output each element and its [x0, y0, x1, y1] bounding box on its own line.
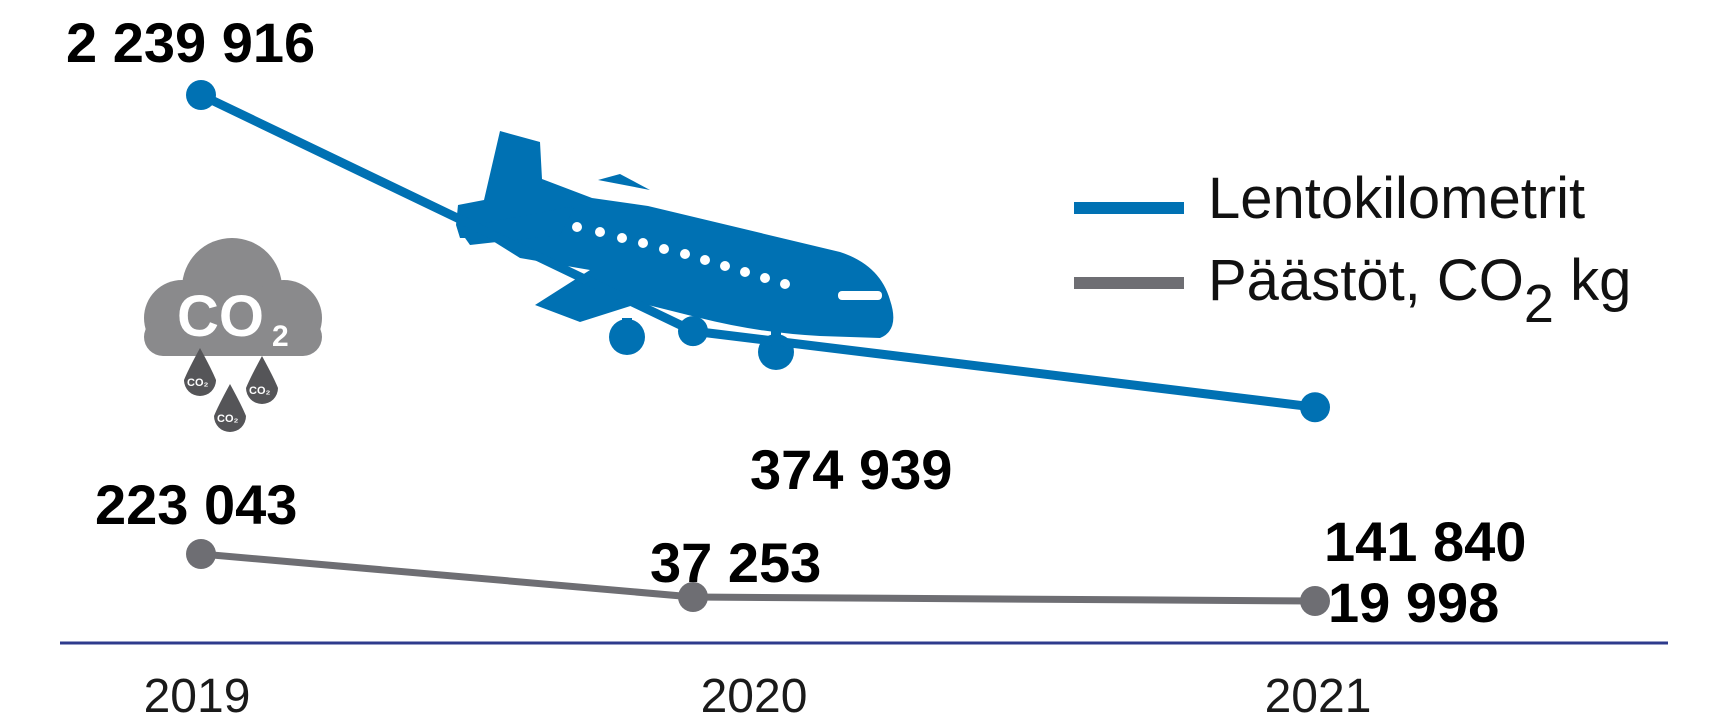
airplane-icon [456, 131, 894, 370]
svg-text:CO: CO [177, 284, 264, 349]
series-lentokilometrit [186, 80, 1330, 423]
data-label: 37 253 [650, 531, 821, 594]
data-point [678, 316, 708, 347]
data-point [186, 80, 216, 110]
x-tick-label: 2020 [701, 670, 808, 721]
data-label: 2 239 916 [66, 11, 315, 74]
data-point [1300, 392, 1330, 423]
data-label: 223 043 [95, 473, 297, 536]
data-point [1300, 586, 1330, 616]
data-point [678, 582, 708, 613]
data-label: 374 939 [750, 438, 952, 501]
data-label: 141 840 [1324, 510, 1526, 573]
legend-label-lentokilometrit: Lentokilometrit [1208, 166, 1585, 231]
data-point [186, 539, 216, 569]
legend-label-paastot: Päästöt, CO2 kg [1208, 248, 1631, 334]
legend-label-subscript: 2 [1524, 274, 1554, 334]
svg-text:CO₂: CO₂ [187, 377, 209, 389]
svg-text:CO₂: CO₂ [217, 413, 239, 425]
data-label: 19 998 [1328, 571, 1499, 634]
legend-label-main: Päästöt, CO [1208, 248, 1524, 313]
x-tick-label: 2021 [1265, 670, 1372, 721]
svg-text:2: 2 [272, 320, 289, 353]
legend-label-unit: kg [1554, 248, 1631, 313]
series-paastot [186, 539, 1330, 616]
co2-cloud-icon: CO 2 CO₂ CO₂ CO₂ [144, 238, 322, 432]
legend: Lentokilometrit Päästöt, CO2 kg [1074, 166, 1631, 334]
x-tick-label: 2019 [144, 670, 251, 721]
svg-text:CO₂: CO₂ [249, 385, 271, 397]
